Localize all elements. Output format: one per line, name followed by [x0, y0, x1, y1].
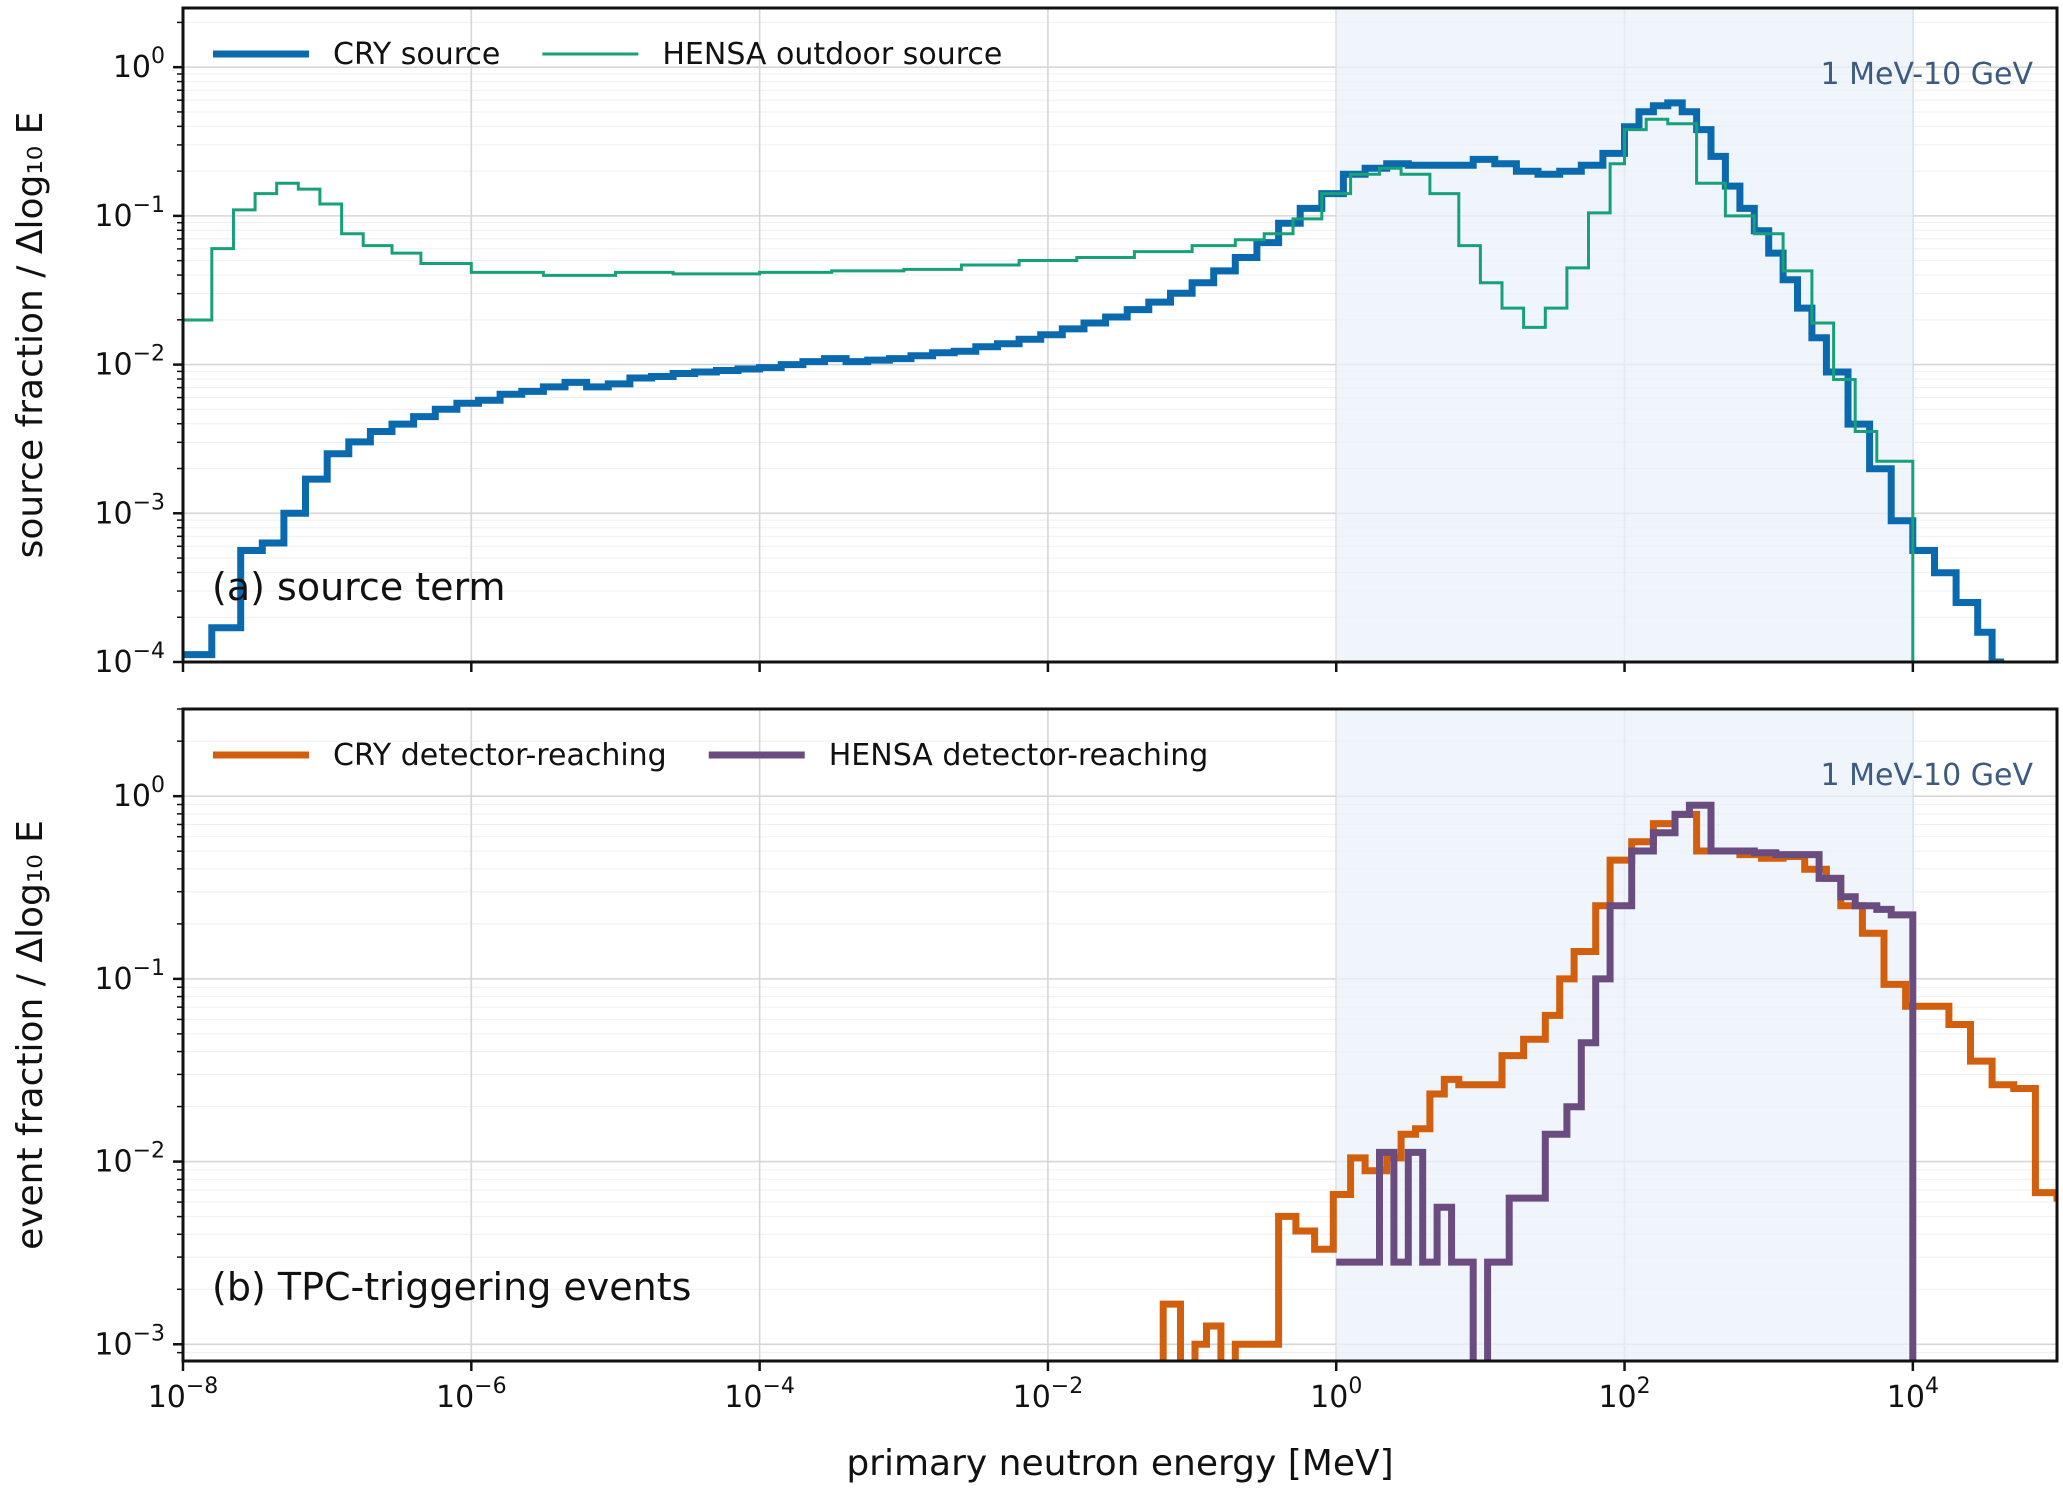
- y-tick-label: 10−1: [94, 193, 165, 234]
- x-tick-label: 10−4: [724, 1374, 795, 1415]
- series-cry-source: [183, 99, 2005, 662]
- series-hensa-detector-reaching: [1336, 801, 1917, 1361]
- legend-entry-label: CRY source: [333, 37, 500, 72]
- legend-entry-label: HENSA detector-reaching: [829, 738, 1209, 773]
- x-axis-label: primary neutron energy [MeV]: [846, 1443, 1393, 1484]
- panel-a-band-label: 1 MeV-10 GeV: [1821, 57, 2034, 92]
- y-tick-label: 10−3: [94, 1321, 165, 1362]
- series-hensa-outdoor-source: [183, 117, 1925, 662]
- panel-b-y-axis-label: event fraction / Δlog₁₀ E: [10, 820, 51, 1250]
- y-tick-label: 10−2: [94, 1139, 165, 1180]
- x-tick-label: 10−8: [148, 1374, 219, 1415]
- y-tick-label: 10−2: [94, 342, 165, 383]
- panel-b: 100 10−1 10−2 10−3 10−8 10−6 10−4 10−2 100 102 104…: [10, 707, 2059, 1484]
- panel-a: 100 10−1 10−2 10−3 10−4 CRY source HENSA outd…: [10, 6, 2059, 680]
- x-tick-label: 100: [1310, 1374, 1362, 1415]
- panel-b-ticks: 100 10−1 10−2 10−3 10−8 10−6 10−4 10−2 100 102 104: [94, 708, 1939, 1415]
- panel-a-ticks: 100 10−1 10−2 10−3 10−4: [94, 21, 1915, 680]
- legend-entry-label: CRY detector-reaching: [333, 738, 667, 773]
- panel-a-frame: [181, 6, 2059, 664]
- y-tick-label: 10−1: [94, 956, 165, 997]
- panel-b-legend: CRY detector-reaching HENSA detector-reac…: [213, 738, 1208, 773]
- y-tick-label: 10−3: [94, 490, 165, 531]
- legend-entry-label: HENSA outdoor source: [662, 37, 1002, 72]
- panel-a-series: [183, 99, 2005, 662]
- panel-a-label: (a) source term: [212, 565, 506, 609]
- x-tick-label: 10−6: [436, 1374, 507, 1415]
- panel-b-frame: [181, 707, 2059, 1363]
- x-tick-label: 104: [1887, 1374, 1939, 1415]
- series-cry-detector-reaching: [1159, 810, 2057, 1361]
- panel-b-series: [1159, 801, 2057, 1361]
- y-tick-label: 10−4: [94, 639, 165, 680]
- y-tick-label: 100: [113, 44, 165, 85]
- panel-b-energy-band: [1336, 709, 1913, 1361]
- panel-b-label: (b) TPC-triggering events: [212, 1265, 691, 1309]
- panel-a-legend: CRY source HENSA outdoor source: [213, 37, 1002, 72]
- panel-a-y-axis-label: source fraction / Δlog₁₀ E: [10, 112, 51, 559]
- x-tick-label: 102: [1598, 1374, 1650, 1415]
- x-tick-label: 10−2: [1013, 1374, 1084, 1415]
- y-tick-label: 100: [113, 773, 165, 814]
- panel-b-band-label: 1 MeV-10 GeV: [1821, 758, 2034, 793]
